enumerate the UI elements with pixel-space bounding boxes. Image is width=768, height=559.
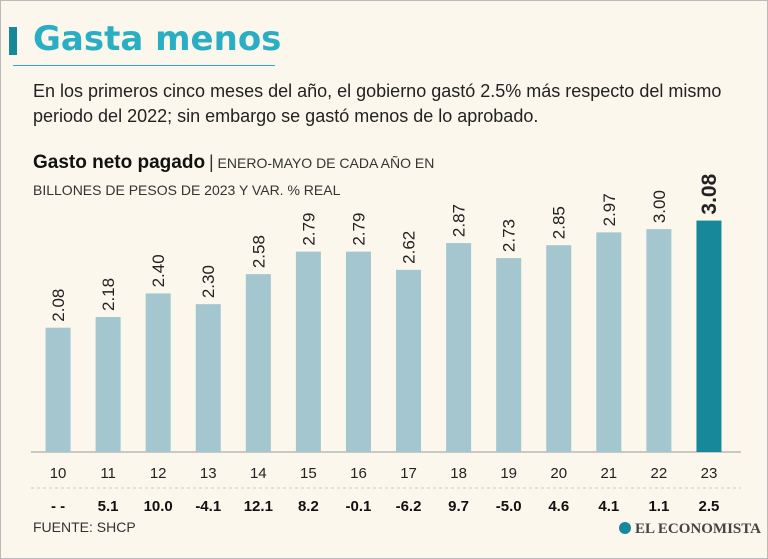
bar [546,245,572,452]
bar [195,304,221,452]
bar [646,229,672,452]
real-change-label: 10.0 [144,498,173,515]
unit-note: ENERO-MAYO DE CADA AÑO EN BILLONES DE PE… [33,155,435,198]
x-tick-label: 20 [550,465,567,482]
x-tick-label: 16 [350,465,367,482]
bar [596,232,622,452]
x-tick-label: 23 [701,465,718,482]
subtitle-block: Gasto neto pagado | ENERO-MAYO DE CADA A… [33,149,493,204]
data-label: 2.08 [49,289,68,322]
data-label: 2.97 [600,193,619,226]
real-change-label: -4.1 [195,498,221,515]
real-change-label: 4.1 [598,498,619,515]
real-change-label: 9.7 [448,498,469,515]
real-change-label: 5.1 [98,498,119,515]
description: En los primeros cinco meses del año, el … [33,81,722,126]
real-change-label: 2.5 [699,498,720,515]
x-tick-label: 22 [651,465,668,482]
real-change-label: 4.6 [548,498,569,515]
real-change-label: -0.1 [346,498,372,515]
bar [446,243,472,452]
x-tick-label: 15 [300,465,317,482]
x-tick-label: 21 [600,465,617,482]
real-change-label: 12.1 [244,498,273,515]
data-label: 2.18 [99,278,118,311]
subtitle: Gasto neto pagado [33,152,206,173]
data-label: 2.73 [500,219,519,252]
data-label: 3.00 [650,190,669,223]
x-tick-label: 14 [250,465,267,482]
real-change-label: -5.0 [496,498,522,515]
bar [396,269,422,452]
x-tick-label: 11 [100,465,116,482]
title-accent [9,27,17,55]
brand-logo [619,522,631,534]
real-change-label: - - [51,498,65,515]
x-tick-label: 13 [200,465,217,482]
brand: EL ECONOMISTA [635,521,761,537]
bar [245,274,271,452]
data-label: 3.08 [698,173,721,214]
bar [95,317,121,452]
data-label: 2.85 [550,206,569,239]
x-tick-label: 18 [450,465,467,482]
bar [295,251,321,452]
real-change-label: 1.1 [648,498,669,515]
real-change-label: -6.2 [396,498,422,515]
data-label: 2.30 [199,265,218,298]
chart-title: Gasta menos [33,19,282,59]
source: FUENTE: SHCP [33,519,136,535]
bar [496,258,522,452]
bar [45,327,71,452]
bar [345,251,371,452]
separator: | [208,152,214,172]
x-tick-label: 10 [50,465,67,482]
data-label: 2.87 [450,204,469,237]
x-tick-label: 12 [150,465,167,482]
real-change-label: 8.2 [298,498,319,515]
data-label: 2.62 [400,231,419,264]
x-tick-label: 19 [500,465,517,482]
title-rule [13,65,275,66]
data-label: 2.40 [149,254,168,287]
data-label: 2.79 [349,213,368,246]
bar [696,220,722,452]
x-tick-label: 17 [400,465,417,482]
data-label: 2.58 [249,235,268,268]
data-label: 2.79 [299,213,318,246]
bar [145,293,171,452]
